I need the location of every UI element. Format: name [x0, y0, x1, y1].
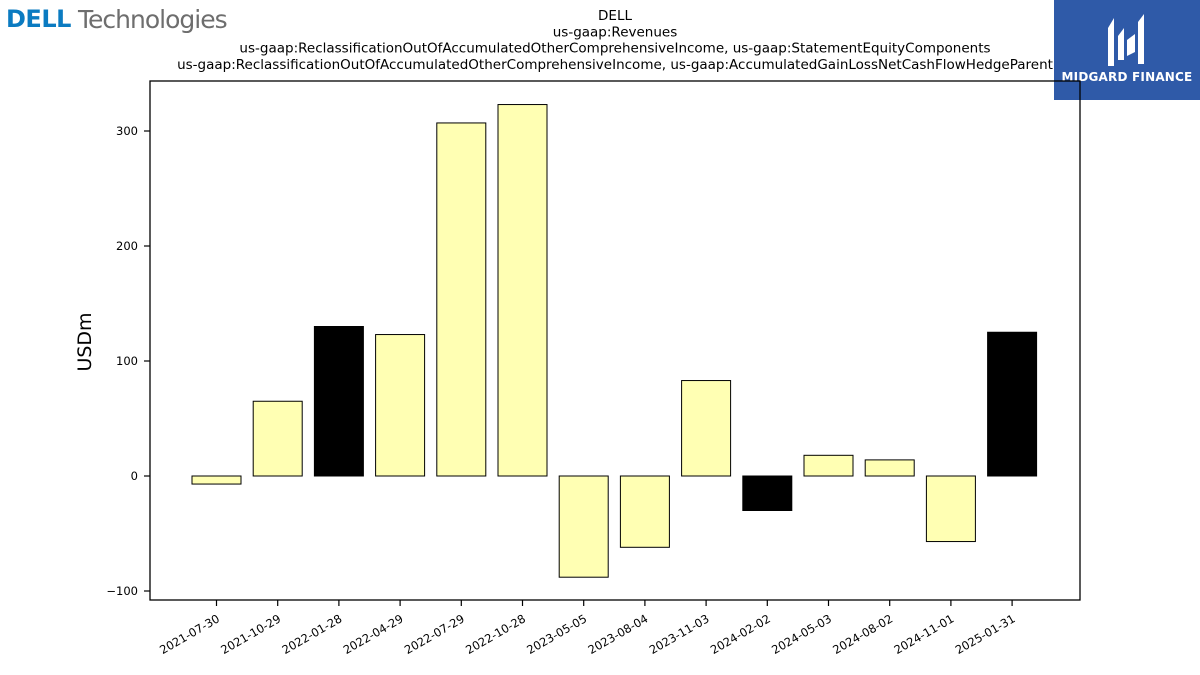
- midgard-brand-name: MIDGARD FINANCE: [1061, 70, 1193, 84]
- y-tick-label: −100: [106, 584, 138, 598]
- y-tick-label: 200: [116, 239, 138, 253]
- x-tick-label: 2024-11-01: [892, 611, 957, 657]
- bar-2023-08-04: [619, 475, 670, 548]
- midgard-emblem-icon: [1108, 14, 1144, 66]
- bar-2022-10-28: [497, 104, 548, 477]
- bar-2023-11-03: [681, 380, 732, 477]
- chart-title: DELLus-gaap:Revenuesus-gaap:Reclassifica…: [177, 8, 1053, 73]
- bar-2024-11-01: [925, 475, 976, 543]
- x-tick-label: 2022-01-28: [280, 611, 345, 657]
- chart-title-line: DELL: [598, 8, 632, 24]
- x-tick-label: 2024-02-02: [708, 611, 773, 657]
- bar-2022-01-28: [313, 326, 364, 477]
- plot-frame: [149, 80, 1081, 601]
- bar-2023-05-05: [558, 475, 609, 578]
- x-tick-label: 2024-05-03: [769, 611, 834, 657]
- bar-2024-05-03: [803, 454, 854, 477]
- chart-title-line: us-gaap:ReclassificationOutOfAccumulated…: [239, 41, 990, 57]
- chart-title-line: us-gaap:Revenues: [553, 24, 678, 40]
- midgard-finance-logo: MIDGARD FINANCE: [1054, 0, 1200, 100]
- x-tick-label: 2023-11-03: [647, 611, 712, 657]
- bar-2024-02-02: [742, 475, 793, 511]
- x-tick-label: 2022-10-28: [463, 611, 528, 657]
- dell-wordmark: DELL: [6, 5, 71, 33]
- bar-2021-10-29: [252, 400, 303, 477]
- bar-2022-07-29: [436, 122, 487, 477]
- bar-2024-08-02: [864, 459, 915, 477]
- bar-2022-04-29: [375, 334, 426, 477]
- y-axis-label: USDm: [74, 312, 96, 371]
- x-axis: 2021-07-302021-10-292022-01-282022-04-29…: [157, 600, 1018, 657]
- x-tick-label: 2024-08-02: [830, 611, 895, 657]
- x-tick-label: 2021-07-30: [157, 611, 222, 657]
- y-axis: −100 0 100 200 300: [106, 124, 150, 598]
- bar-2021-07-30: [191, 475, 242, 485]
- technologies-wordmark: Technologies: [77, 5, 227, 34]
- y-tick-label: 100: [116, 354, 138, 368]
- bars: [191, 104, 1038, 578]
- x-tick-label: 2021-10-29: [218, 611, 283, 657]
- dell-technologies-logo: DELL Technologies: [6, 5, 228, 34]
- y-tick-label: 300: [116, 124, 138, 138]
- x-tick-label: 2025-01-31: [953, 611, 1018, 657]
- x-tick-label: 2023-05-05: [524, 611, 589, 657]
- x-tick-label: 2022-07-29: [402, 611, 467, 657]
- chart-title-line: us-gaap:ReclassificationOutOfAccumulated…: [177, 57, 1053, 73]
- bar-2025-01-31: [987, 331, 1038, 477]
- y-tick-label: 0: [131, 469, 138, 483]
- x-tick-label: 2022-04-29: [341, 611, 406, 657]
- x-tick-label: 2023-08-04: [586, 611, 651, 657]
